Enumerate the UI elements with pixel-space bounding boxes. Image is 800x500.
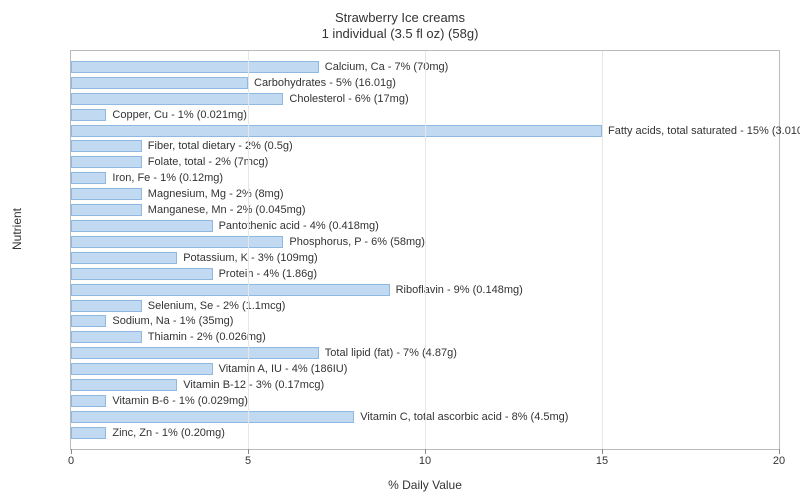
bar [71, 156, 142, 168]
x-tick-mark [779, 449, 780, 454]
bar-label: Sodium, Na - 1% (35mg) [108, 315, 233, 327]
bar [71, 300, 142, 312]
bar [71, 220, 213, 232]
x-tick-mark [71, 449, 72, 454]
bar [71, 109, 106, 121]
bar-label: Folate, total - 2% (7mcg) [144, 156, 268, 168]
bar [71, 125, 602, 137]
bar [71, 268, 213, 280]
bar [71, 77, 248, 89]
plot-area: Calcium, Ca - 7% (70mg) Carbohydrates - 5… [70, 50, 780, 450]
bar [71, 93, 283, 105]
bar-label: Selenium, Se - 2% (1.1mcg) [144, 300, 286, 312]
x-axis-label: % Daily Value [70, 478, 780, 492]
x-tick-label: 5 [245, 455, 251, 467]
bar [71, 284, 390, 296]
bar [71, 315, 106, 327]
bar [71, 347, 319, 359]
bar-label: Copper, Cu - 1% (0.021mg) [108, 109, 247, 121]
chart-title-line2: 1 individual (3.5 fl oz) (58g) [0, 26, 800, 42]
bar [71, 411, 354, 423]
bar-label: Manganese, Mn - 2% (0.045mg) [144, 204, 306, 216]
bar-label: Magnesium, Mg - 2% (8mg) [144, 188, 284, 200]
chart-title-line1: Strawberry Ice creams [0, 10, 800, 26]
y-axis-label: Nutrient [10, 208, 24, 250]
x-tick-mark [248, 449, 249, 454]
x-tick-label: 20 [773, 455, 785, 467]
bar-label: Carbohydrates - 5% (16.01g) [250, 77, 396, 89]
bar [71, 379, 177, 391]
bar [71, 188, 142, 200]
bar [71, 427, 106, 439]
bar [71, 172, 106, 184]
x-tick-label: 15 [596, 455, 608, 467]
bar-label: Phosphorus, P - 6% (58mg) [285, 236, 425, 248]
bar [71, 204, 142, 216]
bar-label: Iron, Fe - 1% (0.12mg) [108, 172, 223, 184]
bar-label: Cholesterol - 6% (17mg) [285, 93, 408, 105]
bar-label: Vitamin A, IU - 4% (186IU) [215, 363, 348, 375]
bar-label: Vitamin B-12 - 3% (0.17mcg) [179, 379, 324, 391]
bar-label: Total lipid (fat) - 7% (4.87g) [321, 347, 457, 359]
x-tick-mark [602, 449, 603, 454]
bar-label: Pantothenic acid - 4% (0.418mg) [215, 220, 379, 232]
chart-title: Strawberry Ice creams 1 individual (3.5 … [0, 10, 800, 43]
x-tick-label: 0 [68, 455, 74, 467]
bar-label: Calcium, Ca - 7% (70mg) [321, 61, 448, 73]
grid-line [248, 51, 249, 449]
bar-label: Protein - 4% (1.86g) [215, 268, 317, 280]
x-tick-mark [425, 449, 426, 454]
bar [71, 140, 142, 152]
bar-label: Riboflavin - 9% (0.148mg) [392, 284, 523, 296]
bar [71, 61, 319, 73]
bar-label: Vitamin B-6 - 1% (0.029mg) [108, 395, 248, 407]
bar-label: Fiber, total dietary - 2% (0.5g) [144, 140, 293, 152]
bar [71, 331, 142, 343]
grid-line [425, 51, 426, 449]
bar-label: Fatty acids, total saturated - 15% (3.01… [604, 125, 800, 137]
bar [71, 395, 106, 407]
bar-label: Vitamin C, total ascorbic acid - 8% (4.5… [356, 411, 568, 423]
bar [71, 252, 177, 264]
nutrient-chart: Strawberry Ice creams 1 individual (3.5 … [0, 0, 800, 500]
grid-line [602, 51, 603, 449]
bar-label: Zinc, Zn - 1% (0.20mg) [108, 427, 224, 439]
bar [71, 363, 213, 375]
bar [71, 236, 283, 248]
x-tick-label: 10 [419, 455, 431, 467]
